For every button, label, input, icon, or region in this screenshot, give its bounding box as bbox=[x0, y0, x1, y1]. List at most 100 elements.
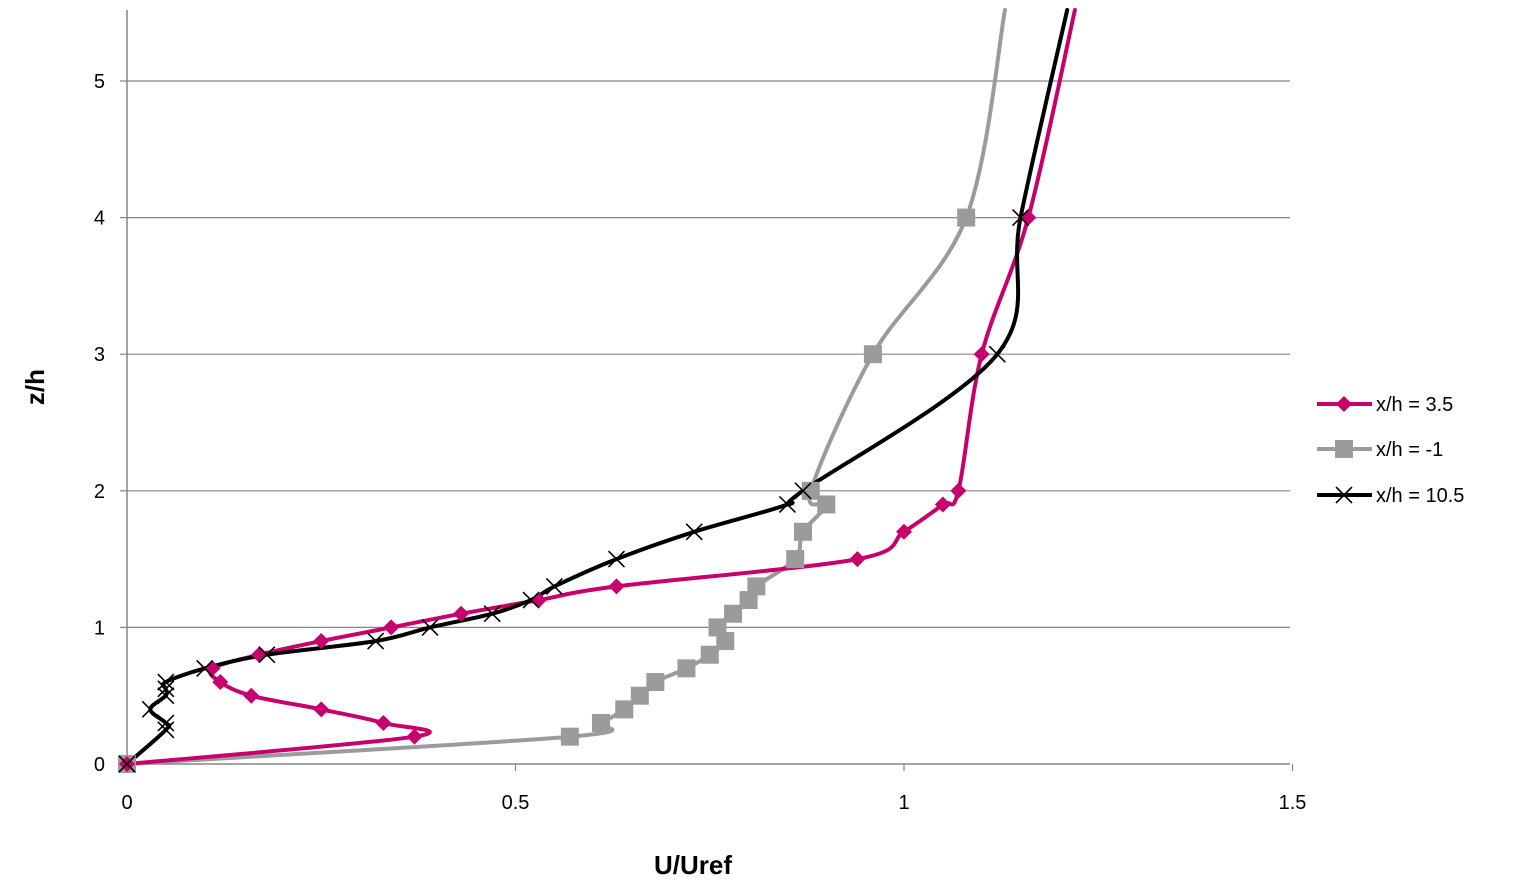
marker-s2-p10 bbox=[421, 618, 439, 636]
marker-s1-p6 bbox=[677, 659, 696, 678]
marker-s0-p6 bbox=[204, 660, 221, 677]
marker-s1-p17 bbox=[863, 345, 882, 364]
x-tick-label-0: 0 bbox=[121, 792, 132, 814]
marker-s2-p4 bbox=[157, 687, 175, 705]
y-tick-label-1: 1 bbox=[94, 617, 105, 639]
marker-s2-p0-b bbox=[118, 755, 136, 773]
marker-s2-p5 bbox=[157, 680, 175, 698]
marker-s2-p14 bbox=[607, 550, 626, 568]
marker-s1-p2 bbox=[591, 714, 610, 733]
y-tick-label-4: 4 bbox=[94, 208, 105, 230]
marker-s0-p1 bbox=[406, 728, 423, 745]
y-axis-title: z/h bbox=[20, 369, 50, 405]
marker-s1-p10 bbox=[724, 604, 743, 623]
marker-s1-p11 bbox=[739, 591, 758, 610]
marker-s2-p9-b bbox=[367, 632, 385, 650]
marker-s1-p15 bbox=[817, 495, 836, 514]
marker-s0-p3 bbox=[313, 701, 330, 718]
marker-s2-p9 bbox=[367, 632, 385, 650]
marker-s2-p11-b bbox=[483, 605, 501, 623]
marker-s2-p6 bbox=[157, 673, 175, 691]
series bbox=[125, 8, 1077, 766]
marker-s0-p4 bbox=[243, 687, 260, 704]
marker-s2-p17-b bbox=[794, 482, 812, 500]
marker-s1-p5 bbox=[646, 673, 665, 692]
marker-s2-p13 bbox=[545, 577, 563, 595]
marker-s2-p3 bbox=[141, 700, 159, 718]
marker-s2-p8 bbox=[258, 646, 276, 664]
ticks: 0 1 2 3 4 5 0 0.5 1 1.5 bbox=[94, 71, 1307, 814]
marker-s1-p9 bbox=[708, 618, 727, 637]
legend: x/h = 3.5 x/h = -1 x/h = 10.5 bbox=[1317, 394, 1464, 507]
x-axis-title: U/Uref bbox=[654, 850, 732, 880]
marker-s2-p16 bbox=[778, 495, 797, 514]
marker-s2-p8-b bbox=[258, 646, 276, 664]
y-tick-label-0: 0 bbox=[94, 754, 105, 776]
marker-s2-p3-b bbox=[141, 700, 159, 718]
legend-marker-2-b bbox=[1335, 486, 1353, 504]
marker-s2-p12-b bbox=[522, 591, 540, 609]
legend-marker-2 bbox=[1335, 486, 1353, 504]
x-tick-label-1: 1 bbox=[898, 792, 909, 814]
gridlines bbox=[127, 80, 1290, 629]
series-line-0 bbox=[125, 8, 1077, 766]
marker-s1-p1 bbox=[560, 727, 579, 746]
marker-s2-p16-b bbox=[778, 495, 797, 514]
marker-s2-p5-b bbox=[157, 680, 175, 698]
marker-s0-p7 bbox=[251, 646, 268, 663]
marker-s2-p10-b bbox=[421, 618, 439, 636]
marker-s2-p15 bbox=[685, 523, 703, 541]
x-tick-label-0.5: 0.5 bbox=[502, 792, 530, 814]
marker-s1-p7 bbox=[700, 645, 719, 664]
marker-s0-p10 bbox=[453, 605, 470, 622]
markers bbox=[118, 208, 1037, 773]
marker-s1-p12 bbox=[747, 577, 766, 596]
marker-s2-p14-b bbox=[607, 550, 626, 568]
marker-s0-p11 bbox=[530, 592, 547, 609]
marker-s0-p2 bbox=[375, 715, 392, 732]
marker-s0-p14 bbox=[896, 523, 912, 540]
marker-s1-p8 bbox=[716, 632, 735, 651]
marker-s2-p7-b bbox=[196, 659, 214, 677]
marker-s0-p8 bbox=[313, 633, 330, 650]
marker-s2-p2-b bbox=[157, 714, 175, 732]
marker-s2-p18 bbox=[988, 345, 1006, 363]
marker-s2-p4-b bbox=[157, 687, 175, 705]
marker-s1-p14 bbox=[793, 522, 812, 541]
marker-s2-p1-b bbox=[157, 721, 175, 739]
marker-s1-p4 bbox=[630, 686, 649, 705]
legend-marker-0 bbox=[1336, 396, 1352, 412]
marker-s0-p18 bbox=[1020, 209, 1037, 226]
marker-s2-p1 bbox=[157, 721, 175, 739]
marker-s0-p16 bbox=[950, 482, 967, 499]
legend-label-2: x/h = 10.5 bbox=[1376, 485, 1464, 507]
marker-s2-p17 bbox=[794, 482, 812, 500]
marker-s0-p15 bbox=[934, 496, 951, 513]
marker-s2-p18-b bbox=[988, 345, 1006, 363]
legend-label-0: x/h = 3.5 bbox=[1376, 394, 1453, 416]
legend-marker-1 bbox=[1335, 440, 1353, 458]
marker-s2-p11 bbox=[483, 605, 501, 623]
legend-label-1: x/h = -1 bbox=[1376, 439, 1443, 461]
marker-s2-p12 bbox=[522, 591, 540, 609]
y-tick-label-3: 3 bbox=[94, 344, 105, 366]
marker-s2-p2 bbox=[157, 714, 175, 732]
marker-s2-p13-b bbox=[545, 577, 563, 595]
marker-s1-p16 bbox=[801, 481, 820, 500]
marker-s0-p12 bbox=[608, 578, 625, 595]
marker-s1-p3 bbox=[615, 700, 634, 719]
marker-s2-p6-b bbox=[157, 673, 175, 691]
marker-s2-p19-b bbox=[1011, 209, 1030, 227]
marker-s0-p13 bbox=[849, 551, 866, 568]
marker-s2-p15-b bbox=[685, 523, 703, 541]
marker-s2-p19 bbox=[1011, 209, 1030, 227]
marker-s2-p0 bbox=[118, 755, 136, 773]
marker-s0-p17 bbox=[973, 346, 990, 363]
x-tick-label-1.5: 1.5 bbox=[1279, 792, 1307, 814]
marker-s0-p9 bbox=[383, 619, 400, 636]
marker-s0-p5 bbox=[212, 674, 229, 691]
y-tick-label-2: 2 bbox=[94, 481, 105, 503]
marker-s2-p7 bbox=[196, 659, 214, 677]
marker-s1-p18 bbox=[957, 208, 976, 227]
